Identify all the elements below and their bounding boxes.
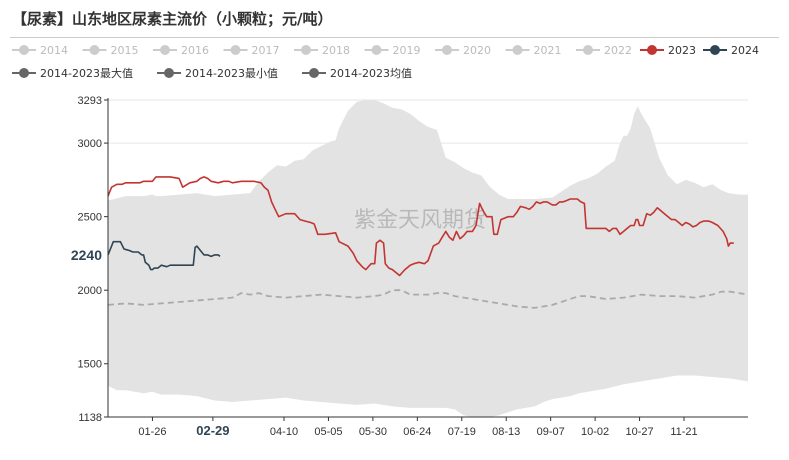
- legend-label: 2014-2023最大值: [40, 66, 133, 80]
- x-tick-label: 10-27: [625, 426, 653, 438]
- x-tick-label: 09-07: [537, 426, 565, 438]
- y-tick-label: 1138: [78, 412, 102, 424]
- legend-swatch-dot: [160, 45, 170, 55]
- x-tick-label: 10-02: [581, 426, 609, 438]
- legend-swatch-dot: [230, 45, 241, 55]
- legend-swatch-dot: [442, 45, 452, 55]
- legend-item-2017[interactable]: 2017: [223, 44, 280, 57]
- x-tick-label: 04-10: [270, 426, 298, 438]
- legend-label: 2021: [534, 44, 562, 57]
- cursor-value-label: 2240: [71, 247, 102, 263]
- legend[interactable]: 2014 2015 2016 2017 2018 2019 2020 2021 2022 2023…: [12, 44, 759, 80]
- legend-label: 2020: [463, 44, 491, 57]
- chart-title: 【尿素】山东地区尿素主流价（小颗粒；元/吨）: [12, 10, 333, 28]
- y-tick-label: 2500: [78, 212, 102, 224]
- y-tick-label: 1500: [78, 359, 102, 371]
- x-tick-label: 05-30: [359, 426, 387, 438]
- legend-item-2014-2023均值[interactable]: 2014-2023均值: [302, 67, 412, 80]
- legend-swatch-dot: [710, 45, 720, 55]
- axes: 1138 1500 2000 2500 3000 3293 01-26 02-29 04-10 0…: [78, 95, 748, 438]
- legend-label: 2017: [252, 44, 280, 57]
- legend-item-2022[interactable]: 2022: [576, 44, 632, 57]
- title-divider: [10, 37, 779, 38]
- x-tick-label: 11-21: [670, 426, 697, 438]
- legend-label: 2014-2023均值: [330, 67, 412, 80]
- watermark: 紫金天风期货: [354, 208, 486, 233]
- legend-swatch-dot: [19, 45, 29, 55]
- y-tick-label: 3000: [78, 138, 102, 150]
- legend-item-2020[interactable]: 2020: [435, 44, 491, 57]
- series-lines: [107, 176, 749, 309]
- legend-swatch-dot: [647, 45, 657, 55]
- legend-item-2018[interactable]: 2018: [294, 44, 350, 57]
- legend-swatch-dot: [89, 45, 100, 55]
- series-line-2024: [107, 240, 221, 271]
- legend-label: 2023: [668, 44, 696, 57]
- legend-item-2016[interactable]: 2016: [153, 44, 209, 57]
- x-tick-label: 06-24: [403, 426, 431, 438]
- x-tick-label: 02-29: [196, 423, 229, 438]
- series-line-2014-2023均值: [107, 289, 749, 309]
- legend-swatch-dot: [583, 45, 593, 55]
- legend-swatch-dot: [512, 45, 523, 55]
- legend-item-2019[interactable]: 2019: [364, 44, 421, 57]
- legend-swatch-dot: [164, 68, 174, 78]
- legend-label: 2018: [322, 44, 350, 57]
- legend-item-2023[interactable]: 2023: [640, 44, 696, 57]
- legend-label: 2014: [40, 44, 68, 57]
- legend-swatch-dot: [309, 68, 319, 78]
- legend-item-2015[interactable]: 2015: [82, 44, 139, 57]
- cursor-label-bg: [66, 245, 104, 264]
- legend-label: 2015: [111, 44, 139, 57]
- y-tick-label: 2000: [78, 285, 102, 297]
- x-tick-label: 08-13: [492, 426, 520, 438]
- legend-label: 2016: [181, 44, 209, 57]
- legend-item-2014-2023最小值[interactable]: 2014-2023最小值: [157, 67, 278, 80]
- legend-item-2024[interactable]: 2024: [703, 44, 759, 57]
- legend-swatch-dot: [19, 68, 29, 78]
- legend-item-2021[interactable]: 2021: [505, 44, 562, 57]
- legend-label: 2014-2023最小值: [185, 67, 278, 80]
- x-tick-label: 05-05: [314, 426, 342, 438]
- legend-label: 2024: [731, 44, 759, 57]
- legend-label: 2022: [604, 44, 632, 57]
- legend-swatch-dot: [371, 45, 382, 55]
- legend-swatch-dot: [301, 45, 311, 55]
- x-tick-label: 01-26: [138, 426, 166, 438]
- legend-item-2014-2023最大值[interactable]: 2014-2023最大值: [12, 66, 133, 80]
- y-tick-label: 3293: [78, 95, 102, 107]
- legend-label: 2019: [393, 44, 421, 57]
- legend-item-2014[interactable]: 2014: [12, 44, 68, 57]
- series-line-2023: [107, 176, 734, 277]
- cursor-readout: 2240: [66, 245, 104, 264]
- x-tick-label: 07-19: [448, 426, 476, 438]
